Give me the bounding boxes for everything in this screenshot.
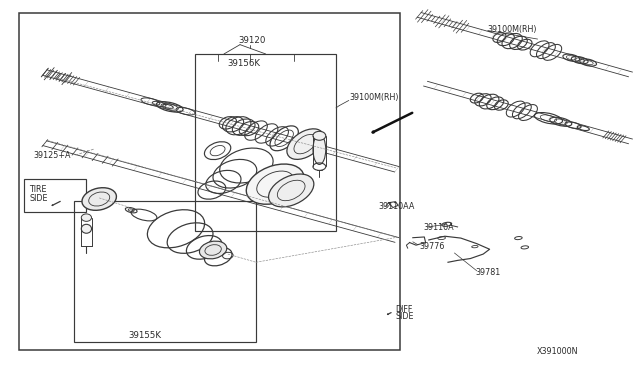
Ellipse shape	[81, 224, 92, 233]
Text: 39120: 39120	[239, 36, 266, 45]
Ellipse shape	[81, 214, 92, 221]
Text: 39110A: 39110A	[424, 223, 454, 232]
Text: 39781: 39781	[476, 268, 500, 277]
Text: SIDE: SIDE	[29, 194, 48, 203]
Text: 39100M(RH): 39100M(RH)	[349, 93, 399, 102]
Ellipse shape	[246, 164, 304, 204]
Bar	[74, 201, 256, 342]
Text: DIFF: DIFF	[396, 305, 413, 314]
Text: 39125+A: 39125+A	[34, 151, 72, 160]
Ellipse shape	[200, 241, 227, 259]
Ellipse shape	[287, 129, 324, 159]
Bar	[24, 179, 86, 212]
Text: TIRE: TIRE	[29, 185, 47, 194]
Ellipse shape	[269, 174, 314, 207]
Bar	[19, 13, 400, 350]
Bar	[195, 54, 336, 231]
Text: 39100M(RH): 39100M(RH)	[488, 25, 537, 33]
Ellipse shape	[82, 188, 116, 210]
Ellipse shape	[313, 131, 326, 140]
Ellipse shape	[313, 135, 326, 164]
Text: 39110AA: 39110AA	[379, 202, 415, 211]
Text: X391000N: X391000N	[536, 347, 578, 356]
Text: SIDE: SIDE	[396, 312, 414, 321]
Text: 39776: 39776	[420, 242, 445, 251]
Text: 39155K: 39155K	[128, 331, 161, 340]
Text: 39156K: 39156K	[227, 60, 260, 68]
